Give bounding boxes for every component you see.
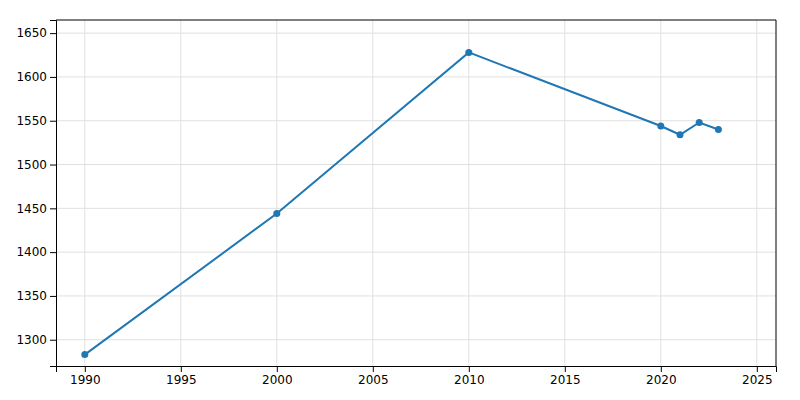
- grid-line: [372, 20, 373, 366]
- x-tick-mark: [469, 366, 470, 372]
- x-tick: 2025: [742, 366, 773, 387]
- y-tick-label: 1600: [16, 70, 47, 84]
- x-tick: 2005: [358, 366, 389, 387]
- x-tick-label: 2020: [646, 373, 677, 387]
- plot: 1990 1995 2000 2005 2010 2015 2020 2025 1300 1350…: [16, 20, 776, 387]
- x-tick: 1990: [70, 366, 101, 387]
- grid-line: [56, 339, 776, 340]
- y-tick-mark: [50, 296, 56, 297]
- grid-line: [56, 76, 776, 77]
- grid-line: [56, 252, 776, 253]
- x-tick-label: 2000: [262, 373, 293, 387]
- y-tick-mark: [50, 165, 56, 166]
- y-tick-label: 1550: [16, 114, 47, 128]
- point: [677, 131, 684, 138]
- x-tick-mark: [661, 366, 662, 372]
- grid-line: [56, 33, 776, 34]
- y-tick-mark: [50, 77, 56, 78]
- x-tick-mark: [757, 366, 758, 372]
- y-tick-label: 1350: [16, 289, 47, 303]
- x-axis-line: [57, 367, 777, 373]
- y-tick-mark: [50, 208, 56, 209]
- x-tick-mark: [277, 366, 278, 372]
- y-tick-label: 1650: [16, 26, 47, 40]
- y-tick: 1450: [16, 202, 56, 216]
- x-axis: 1990 1995 2000 2005 2010 2015 2020 2025: [57, 366, 777, 387]
- point: [657, 122, 664, 129]
- y-tick-mark: [50, 33, 56, 34]
- grid-line: [660, 20, 661, 366]
- grid-line: [56, 208, 776, 209]
- x-tick: 2000: [262, 366, 293, 387]
- y-tick-label: 1400: [16, 245, 47, 259]
- x-tick-mark: [565, 366, 566, 372]
- point: [696, 119, 703, 126]
- y-tick-label: 1450: [16, 202, 47, 216]
- grid-line: [84, 20, 85, 366]
- x-tick: 2020: [646, 366, 677, 387]
- point: [81, 351, 88, 358]
- y-tick: 1650: [16, 26, 56, 40]
- x-tick-label: 2025: [742, 373, 773, 387]
- chart: 1990 1995 2000 2005 2010 2015 2020 2025 1300 1350…: [0, 0, 800, 400]
- grid-line: [56, 120, 776, 121]
- grid: [56, 20, 776, 366]
- x-tick-mark: [373, 366, 374, 372]
- y-tick: 1500: [16, 158, 56, 172]
- y-tick-mark: [50, 252, 56, 253]
- y-tick: 1400: [16, 245, 56, 259]
- y-tick: 1350: [16, 289, 56, 303]
- x-tick-mark: [181, 366, 182, 372]
- x-tick-mark: [85, 366, 86, 372]
- y-tick: 1550: [16, 114, 56, 128]
- y-axis: 1300 1350 1400 1450 1500 1550 1600 1650: [16, 21, 56, 367]
- frame: [776, 20, 777, 366]
- y-axis-line: [50, 21, 57, 367]
- x-tick-label: 2005: [358, 373, 389, 387]
- grid-line: [756, 20, 757, 366]
- x-tick-label: 1990: [70, 373, 101, 387]
- frame: [56, 20, 776, 21]
- point: [273, 210, 280, 217]
- series: [81, 49, 722, 358]
- x-tick-label: 1995: [166, 373, 197, 387]
- point: [465, 49, 472, 56]
- y-tick: 1600: [16, 70, 56, 84]
- grid-line: [276, 20, 277, 366]
- y-tick: 1300: [16, 333, 56, 347]
- grid-line: [180, 20, 181, 366]
- grid-line: [468, 20, 469, 366]
- line: [85, 52, 719, 354]
- x-tick: 2010: [454, 366, 485, 387]
- point: [715, 126, 722, 133]
- y-tick-label: 1500: [16, 158, 47, 172]
- x-tick: 1995: [166, 366, 197, 387]
- y-tick-mark: [50, 121, 56, 122]
- x-tick-label: 2010: [454, 373, 485, 387]
- x-tick-label: 2015: [550, 373, 581, 387]
- grid-line: [56, 164, 776, 165]
- y-tick-label: 1300: [16, 333, 47, 347]
- x-tick: 2015: [550, 366, 581, 387]
- grid-line: [564, 20, 565, 366]
- y-tick-mark: [50, 340, 56, 341]
